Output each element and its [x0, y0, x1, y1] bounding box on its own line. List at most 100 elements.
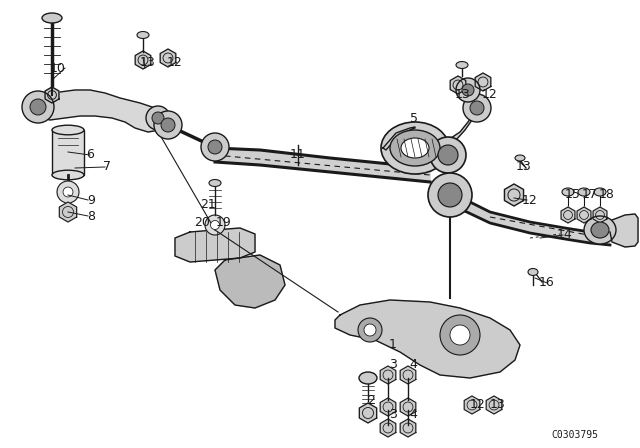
Polygon shape	[476, 73, 491, 91]
Polygon shape	[380, 366, 396, 384]
Circle shape	[364, 324, 376, 336]
Text: 12: 12	[167, 56, 183, 69]
Circle shape	[438, 145, 458, 165]
Polygon shape	[215, 148, 430, 182]
Text: 12: 12	[470, 399, 486, 412]
Circle shape	[154, 111, 182, 139]
Text: 10: 10	[50, 61, 66, 74]
Polygon shape	[160, 49, 176, 67]
Text: 1: 1	[389, 339, 397, 352]
Circle shape	[211, 220, 220, 229]
Text: 6: 6	[86, 148, 94, 161]
Ellipse shape	[401, 138, 429, 158]
Circle shape	[428, 173, 472, 217]
Text: 20: 20	[194, 215, 210, 228]
Text: 18: 18	[599, 189, 615, 202]
Ellipse shape	[528, 268, 538, 276]
Text: 13: 13	[490, 399, 506, 412]
Circle shape	[440, 315, 480, 355]
Text: 12: 12	[482, 89, 498, 102]
Circle shape	[456, 78, 480, 102]
Polygon shape	[335, 300, 520, 378]
Text: 13: 13	[516, 159, 532, 172]
Circle shape	[22, 91, 54, 123]
Ellipse shape	[578, 188, 590, 196]
Text: 21: 21	[200, 198, 216, 211]
Ellipse shape	[359, 372, 377, 384]
Text: 14: 14	[557, 228, 573, 241]
Circle shape	[470, 101, 484, 115]
Polygon shape	[400, 398, 416, 416]
Text: 2: 2	[367, 393, 375, 406]
Polygon shape	[400, 419, 416, 437]
Circle shape	[57, 181, 79, 203]
Polygon shape	[215, 255, 285, 308]
Polygon shape	[24, 90, 170, 132]
Polygon shape	[450, 76, 466, 94]
Polygon shape	[504, 184, 524, 206]
Circle shape	[450, 325, 470, 345]
Polygon shape	[45, 87, 59, 103]
Ellipse shape	[42, 13, 62, 23]
Polygon shape	[593, 207, 607, 223]
Circle shape	[430, 137, 466, 173]
Polygon shape	[486, 396, 502, 414]
Polygon shape	[577, 207, 591, 223]
Circle shape	[63, 187, 73, 197]
Ellipse shape	[137, 31, 149, 39]
Circle shape	[201, 133, 229, 161]
Ellipse shape	[515, 155, 525, 161]
Ellipse shape	[381, 122, 449, 174]
Text: 5: 5	[410, 112, 418, 125]
Text: 4: 4	[409, 358, 417, 371]
Text: 13: 13	[140, 56, 156, 69]
Circle shape	[358, 318, 382, 342]
Circle shape	[205, 215, 225, 235]
Polygon shape	[175, 228, 255, 262]
Ellipse shape	[52, 125, 84, 135]
Circle shape	[208, 140, 222, 154]
Polygon shape	[359, 403, 377, 423]
Circle shape	[462, 84, 474, 96]
Ellipse shape	[584, 216, 616, 244]
Circle shape	[152, 112, 164, 124]
Text: 4: 4	[409, 409, 417, 422]
Text: 3: 3	[389, 409, 397, 422]
Text: 13: 13	[455, 89, 471, 102]
Text: 15: 15	[565, 189, 581, 202]
Polygon shape	[561, 207, 575, 223]
Text: 17: 17	[582, 189, 598, 202]
Text: 7: 7	[103, 160, 111, 173]
Text: 3: 3	[389, 358, 397, 371]
Text: 11: 11	[290, 148, 306, 161]
Text: C0303795: C0303795	[552, 430, 598, 440]
Ellipse shape	[456, 61, 468, 69]
Text: 16: 16	[539, 276, 555, 289]
Text: 19: 19	[216, 215, 232, 228]
Circle shape	[146, 106, 170, 130]
Polygon shape	[400, 366, 416, 384]
Polygon shape	[448, 105, 478, 146]
Ellipse shape	[591, 222, 609, 238]
Polygon shape	[60, 202, 77, 222]
Polygon shape	[380, 398, 396, 416]
Ellipse shape	[52, 170, 84, 180]
Circle shape	[30, 99, 46, 115]
Polygon shape	[383, 127, 415, 150]
Text: 9: 9	[87, 194, 95, 207]
Circle shape	[161, 118, 175, 132]
Polygon shape	[610, 214, 638, 247]
Ellipse shape	[209, 180, 221, 186]
Ellipse shape	[562, 188, 574, 196]
Polygon shape	[464, 396, 480, 414]
Ellipse shape	[594, 188, 606, 196]
Polygon shape	[450, 192, 610, 245]
Text: 8: 8	[87, 210, 95, 223]
Bar	[52, 130, 84, 175]
Circle shape	[438, 183, 462, 207]
Text: 12: 12	[522, 194, 538, 207]
Polygon shape	[135, 51, 151, 69]
Ellipse shape	[390, 130, 440, 166]
Circle shape	[463, 94, 491, 122]
Polygon shape	[380, 419, 396, 437]
